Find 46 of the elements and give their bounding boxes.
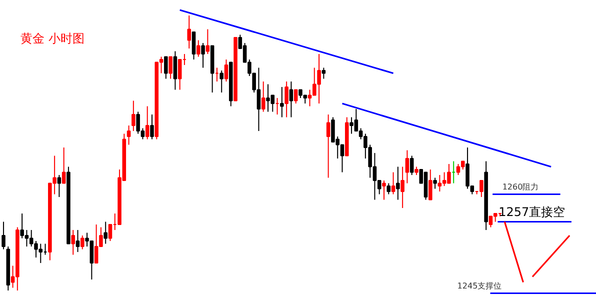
candlestick	[76, 230, 80, 253]
candlestick	[400, 166, 404, 209]
candlestick	[150, 114, 154, 140]
candlestick	[2, 221, 6, 250]
candlestick	[382, 180, 386, 200]
ref-line-label: 1260阻力	[502, 182, 539, 192]
candlestick	[104, 221, 108, 244]
candlestick	[196, 40, 200, 58]
candlestick	[164, 56, 168, 80]
candlestick	[480, 180, 484, 198]
candlestick	[145, 106, 150, 140]
candlestick	[405, 150, 410, 184]
candlestick	[261, 80, 266, 112]
candlestick	[201, 42, 205, 68]
candlestick	[386, 182, 391, 195]
candlestick	[294, 89, 298, 104]
candlestick	[108, 224, 112, 242]
candlestick	[428, 169, 432, 200]
candlestick	[220, 70, 224, 93]
candlestick	[178, 58, 182, 90]
ref-line-label: 1257直接空	[498, 204, 566, 219]
candlestick	[80, 235, 84, 250]
candlestick	[126, 124, 131, 146]
candlestick	[168, 56, 172, 80]
text: 黄金 小时图	[20, 32, 84, 46]
candlestick	[173, 50, 178, 90]
candlestick	[187, 14, 192, 49]
candlestick	[224, 58, 228, 82]
candlestick	[326, 114, 330, 178]
candlestick	[206, 28, 210, 54]
candlestick	[71, 230, 76, 256]
candlestick	[62, 147, 66, 184]
candlestick	[132, 100, 136, 132]
candlestick	[289, 80, 294, 118]
candlestick	[433, 177, 437, 190]
candlestick	[410, 155, 414, 176]
candlestick	[488, 216, 493, 228]
candlestick	[396, 166, 400, 200]
candlestick	[438, 174, 442, 192]
candlestick	[322, 67, 326, 80]
candlestick	[391, 172, 396, 195]
candlestick	[280, 86, 284, 118]
candlestick	[192, 31, 196, 60]
ref-line-label: 1245支撑位	[457, 281, 502, 290]
candlestick	[57, 174, 62, 198]
candlestick	[284, 80, 288, 118]
